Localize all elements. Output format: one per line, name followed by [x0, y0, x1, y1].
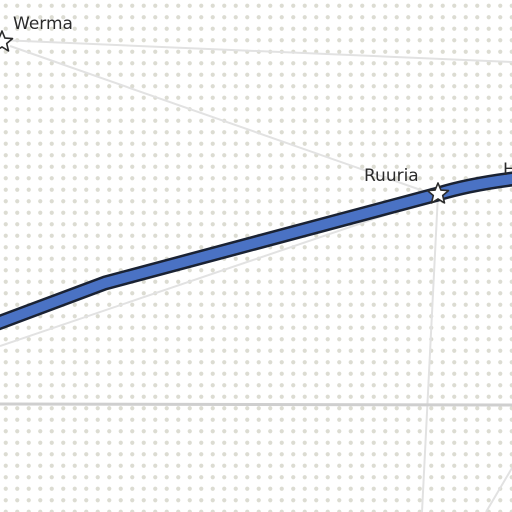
major-road [0, 402, 512, 407]
road-werma-east [0, 39, 512, 63]
star-icon [426, 182, 450, 204]
place-label-ruuria: Ruuria [364, 166, 419, 186]
place-label-werma: Werma [13, 14, 73, 34]
star-icon [0, 30, 14, 52]
place-label-partial-east: H [503, 160, 512, 180]
road-southeast-diagonal [485, 467, 512, 512]
place-marker-werma[interactable]: Werma [0, 14, 73, 52]
place-marker-ruuria[interactable]: Ruuria [364, 166, 450, 204]
road-ruuria-south [421, 193, 439, 512]
place-marker-partial-east[interactable]: H [503, 160, 512, 180]
road-werma-diagonal [9, 45, 439, 197]
